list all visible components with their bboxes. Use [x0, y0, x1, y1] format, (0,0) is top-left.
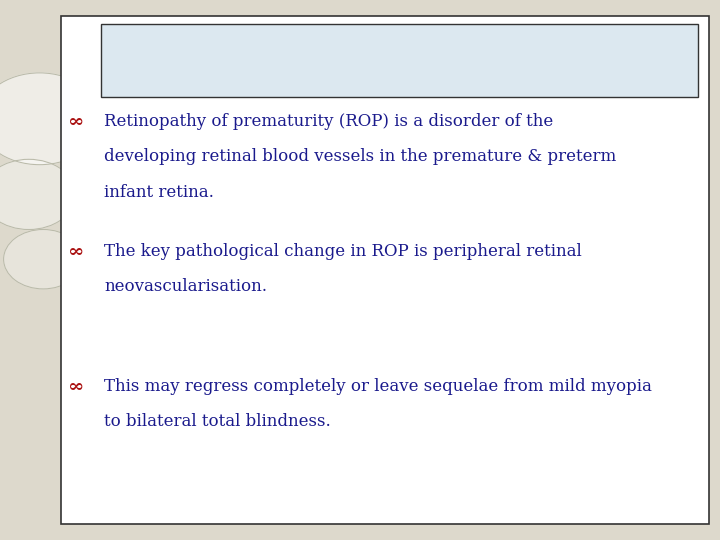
Text: neovascularisation.: neovascularisation.: [104, 278, 267, 295]
Circle shape: [0, 73, 101, 165]
Text: This may regress completely or leave sequelae from mild myopia: This may regress completely or leave seq…: [104, 378, 652, 395]
FancyBboxPatch shape: [61, 16, 709, 524]
Text: ∞: ∞: [68, 243, 85, 261]
Text: infant retina.: infant retina.: [104, 184, 215, 200]
Text: to bilateral total blindness.: to bilateral total blindness.: [104, 413, 331, 430]
Circle shape: [4, 230, 83, 289]
Text: developing retinal blood vessels in the premature & preterm: developing retinal blood vessels in the …: [104, 148, 616, 165]
FancyBboxPatch shape: [101, 24, 698, 97]
Text: ∞: ∞: [68, 378, 85, 396]
Text: The key pathological change in ROP is peripheral retinal: The key pathological change in ROP is pe…: [104, 243, 582, 260]
Circle shape: [0, 159, 76, 230]
Text: Retinopathy of prematurity (ROP) is a disorder of the: Retinopathy of prematurity (ROP) is a di…: [104, 113, 554, 130]
Text: ∞: ∞: [68, 113, 85, 131]
